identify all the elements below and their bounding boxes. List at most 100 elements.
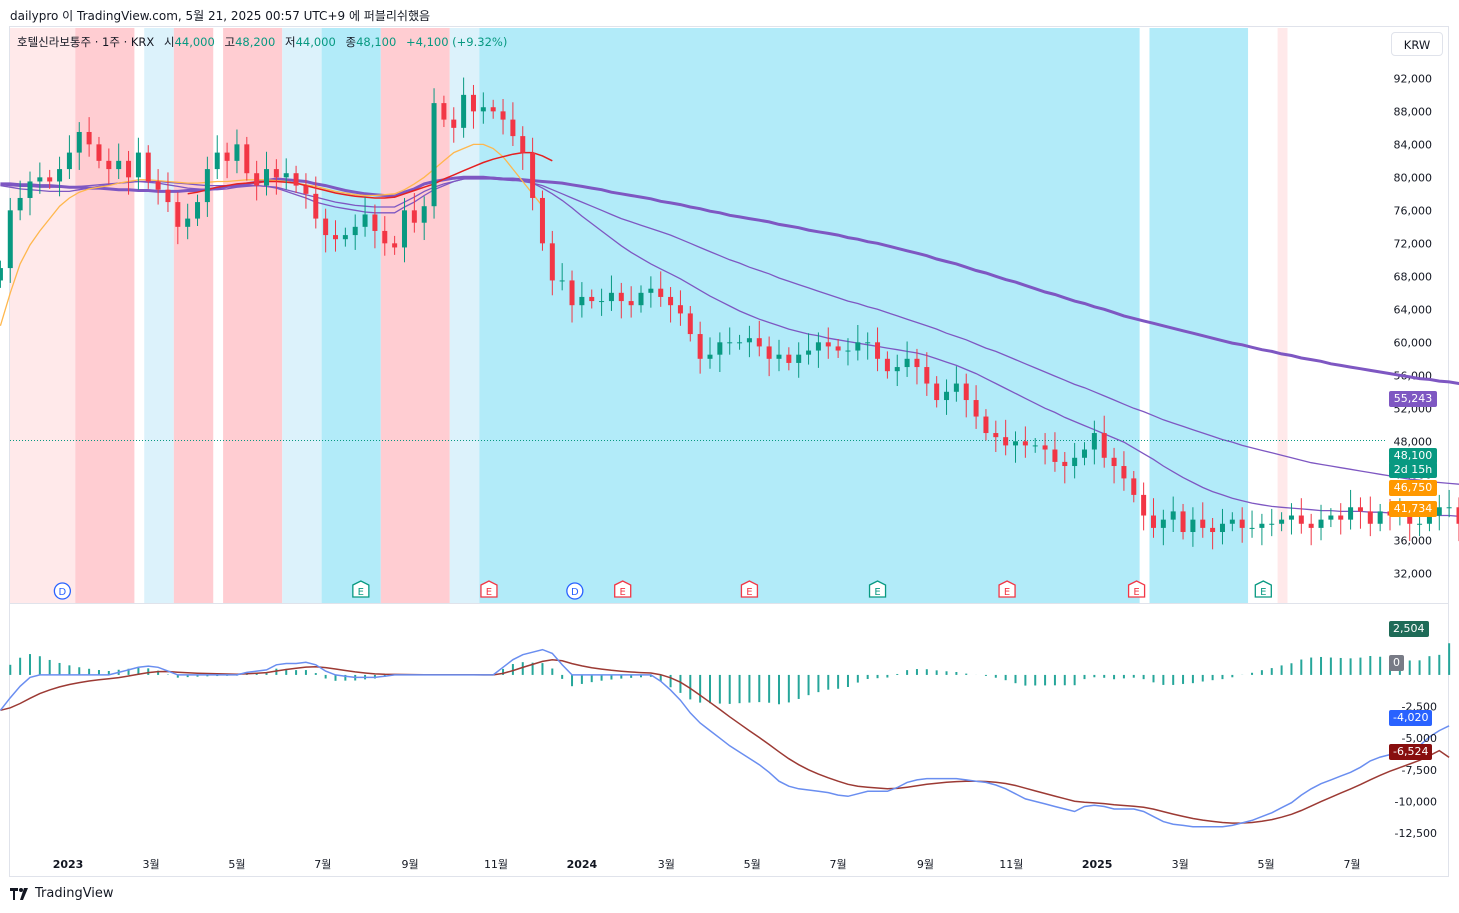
ma20-line [187, 151, 553, 199]
candle-body [608, 292, 614, 302]
event-letter: E [1260, 587, 1266, 598]
candle-body [1259, 523, 1265, 528]
event-letter: E [1004, 587, 1010, 598]
event-letter: E [486, 587, 492, 598]
candle-body [697, 334, 703, 359]
candle-body [333, 235, 338, 240]
candle-body [993, 433, 999, 438]
symbol-name[interactable]: 호텔신라보통주 · 1주 · KRX [17, 35, 155, 49]
event-letter: E [746, 587, 752, 598]
candle-body [392, 243, 398, 248]
earnings-marker [352, 580, 370, 598]
time-tick-label: 3월 [143, 858, 160, 871]
highlight-band [75, 28, 135, 603]
candle-body [1318, 519, 1324, 528]
candle-body [106, 160, 112, 170]
candle-body [0, 268, 3, 281]
time-tick-label: 9월 [402, 858, 419, 871]
candle-body [766, 346, 772, 359]
candles [0, 77, 1459, 550]
candle-body [264, 169, 270, 186]
candle-body [411, 210, 417, 223]
candle-body [1357, 507, 1363, 512]
candle-body [1269, 523, 1275, 525]
dividend-marker [566, 582, 584, 600]
highlight-band [10, 28, 76, 603]
candle-body [825, 342, 831, 347]
candle-body [756, 338, 762, 347]
open-label: 시 [163, 35, 175, 49]
highlight-band [144, 28, 174, 603]
candle-body [737, 342, 743, 344]
tradingview-logo[interactable]: TradingView [10, 886, 114, 901]
candle-body [510, 119, 516, 137]
candle-body [1279, 519, 1285, 524]
candle-body [461, 94, 467, 128]
candle-body [924, 367, 930, 384]
earnings-marker [998, 580, 1016, 598]
candle-body [806, 350, 812, 355]
price-tick-label: 76,000 [1394, 204, 1433, 217]
candle-body [845, 350, 851, 352]
candle-body [589, 296, 595, 302]
macd-badge: 0 [1389, 655, 1404, 671]
candle-body [835, 346, 841, 351]
candle-body [421, 206, 427, 223]
candle-body [372, 214, 378, 231]
candle-body [638, 292, 644, 306]
candle-body [1131, 478, 1137, 495]
candle-body [1219, 523, 1225, 533]
highlight-band [479, 28, 1140, 603]
candle-body [1042, 445, 1048, 450]
candle-body [57, 169, 63, 182]
highlight-band [223, 28, 283, 603]
price-badge: 55,243 [1389, 391, 1437, 407]
candle-body [303, 185, 309, 194]
price-tick-label: 64,000 [1394, 303, 1433, 316]
price-tick-label: 60,000 [1394, 336, 1433, 349]
candle-body [549, 243, 555, 281]
symbol-legend[interactable]: 호텔신라보통주 · 1주 · KRX 시44,000 고48,200 저44,0… [17, 34, 507, 50]
candle-body [224, 152, 230, 161]
candle-body [884, 358, 890, 372]
candle-body [1426, 515, 1432, 524]
price-tick-label: 88,000 [1394, 105, 1433, 118]
candle-body [865, 342, 871, 344]
candle-body [66, 152, 72, 170]
earnings-marker [740, 580, 759, 598]
price-badge: 41,734 [1389, 501, 1437, 517]
candle-body [1229, 519, 1235, 524]
candle-body [1249, 527, 1255, 529]
highlight-band [1149, 28, 1249, 603]
currency-button[interactable]: KRW [1391, 32, 1443, 56]
candle-body [963, 383, 969, 401]
time-tick-label: 5월 [228, 858, 245, 871]
dividend-marker [53, 582, 72, 600]
candle-body [165, 189, 171, 203]
candle-body [559, 280, 565, 282]
candle-body [1180, 511, 1186, 533]
candle-body [1367, 511, 1373, 524]
candle-body [490, 107, 496, 112]
highlight-bands [10, 28, 1448, 604]
candle-body [126, 160, 132, 178]
candle-body [1013, 441, 1019, 446]
earnings-marker [1254, 580, 1272, 598]
time-tick-label: 2023 [53, 858, 84, 871]
candle-body [1032, 445, 1038, 447]
candle-body [1328, 515, 1334, 520]
candle-body [727, 342, 733, 344]
candle-body [401, 210, 407, 248]
candle-body [1417, 523, 1423, 525]
candle-body [1338, 515, 1344, 520]
ma5-line-early [0, 143, 544, 326]
time-tick-label: 7월 [314, 858, 331, 871]
candle-body [1052, 449, 1058, 462]
candle-body [599, 301, 605, 303]
event-letter: E [358, 587, 364, 598]
candle-body [1121, 466, 1127, 479]
candle-body [470, 94, 476, 112]
candle-body [96, 144, 102, 161]
time-tick-label: 2025 [1082, 858, 1113, 871]
